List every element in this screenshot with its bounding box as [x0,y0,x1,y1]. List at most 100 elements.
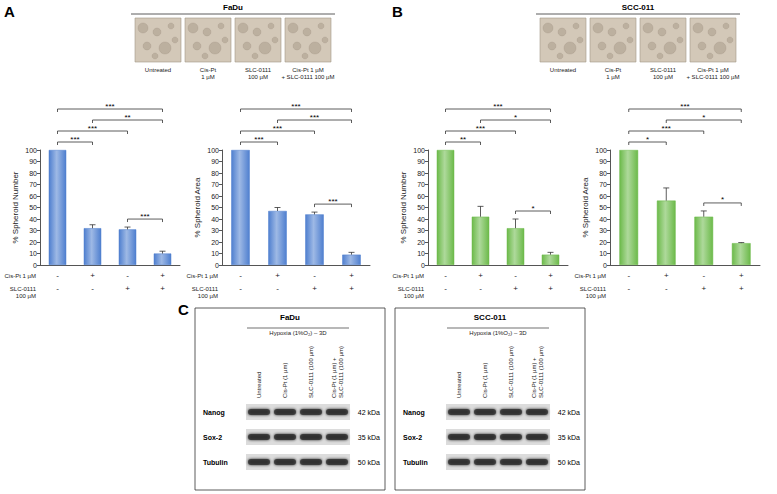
svg-text:-: - [313,271,316,280]
svg-text:40: 40 [599,216,607,223]
svg-text:+: + [349,271,354,280]
svg-text:100: 100 [413,147,425,154]
svg-text:0: 0 [215,262,219,269]
svg-text:70: 70 [599,181,607,188]
svg-text:+: + [478,271,483,280]
svg-text:50: 50 [29,204,37,211]
svg-text:Sox-2: Sox-2 [403,434,422,441]
svg-text:SCC-011: SCC-011 [474,313,507,322]
svg-text:C: C [178,301,189,318]
svg-text:*: * [646,135,649,144]
svg-text:% Spheroid Area: % Spheroid Area [581,177,590,238]
svg-text:1 µM: 1 µM [201,74,214,80]
svg-text:40: 40 [417,216,425,223]
svg-text:100 µM: 100 µM [404,293,424,299]
svg-text:20: 20 [211,239,219,246]
svg-text:+: + [312,284,317,293]
svg-text:Hypoxia (1%O₂) – 3D: Hypoxia (1%O₂) – 3D [469,330,527,336]
svg-text:-: - [627,271,630,280]
svg-text:50 kDa: 50 kDa [558,459,580,466]
svg-text:Cis-Pt 1 µM: Cis-Pt 1 µM [292,67,323,73]
svg-text:90: 90 [599,158,607,165]
svg-text:100 µM: 100 µM [198,293,218,299]
svg-text:Untreated: Untreated [256,372,262,398]
svg-text:100 µM: 100 µM [586,293,606,299]
svg-text:90: 90 [29,158,37,165]
svg-text:+: + [739,284,744,293]
svg-text:35 kDa: 35 kDa [558,434,580,441]
svg-text:20: 20 [599,239,607,246]
svg-text:42 kDa: 42 kDa [358,409,380,416]
svg-text:-: - [627,284,630,293]
svg-text:B: B [392,3,403,20]
svg-text:***: *** [70,135,79,144]
svg-text:-: - [276,284,279,293]
svg-text:Untreated: Untreated [550,67,576,73]
svg-text:Hypoxia (1%O₂) – 3D: Hypoxia (1%O₂) – 3D [269,330,327,336]
svg-text:SLC-0111 (100 µm): SLC-0111 (100 µm) [338,346,344,398]
svg-text:Tubulin: Tubulin [403,459,428,466]
svg-text:***: *** [662,124,671,133]
svg-text:SLC-0111: SLC-0111 [650,67,677,73]
svg-text:+: + [513,284,518,293]
svg-text:-: - [665,284,668,293]
svg-text:+: + [664,271,669,280]
svg-text:FaDu: FaDu [223,3,243,12]
svg-text:70: 70 [211,181,219,188]
svg-text:***: *** [493,102,502,111]
svg-text:30: 30 [599,227,607,234]
svg-text:***: *** [88,124,97,133]
svg-text:-: - [56,284,59,293]
svg-text:+: + [548,271,553,280]
svg-text:% Spheroid Number: % Spheroid Number [11,171,20,243]
svg-text:Cis-Pt 1 µM: Cis-Pt 1 µM [575,273,606,279]
svg-text:+: + [548,284,553,293]
svg-text:Untreated: Untreated [145,67,171,73]
svg-text:***: *** [291,102,300,111]
svg-text:SLC-0111 (100 µm): SLC-0111 (100 µm) [538,346,544,398]
svg-text:20: 20 [417,239,425,246]
svg-text:Cis-Pt (1 µm): Cis-Pt (1 µm) [482,363,488,398]
svg-text:SLC-0111 (100 µm): SLC-0111 (100 µm) [508,346,514,398]
svg-text:-: - [702,271,705,280]
svg-text:80: 80 [417,170,425,177]
svg-text:20: 20 [29,239,37,246]
svg-text:60: 60 [417,193,425,200]
svg-text:Cis-Pt 1 µM: Cis-Pt 1 µM [697,67,728,73]
svg-text:Cis-Pt: Cis-Pt [605,67,622,73]
svg-text:Sox-2: Sox-2 [203,434,222,441]
svg-text:0: 0 [33,262,37,269]
svg-text:Cis-Pt 1 µM: Cis-Pt 1 µM [5,273,36,279]
svg-text:Cis-Pt (1 µm) +: Cis-Pt (1 µm) + [331,356,337,398]
svg-text:Tubulin: Tubulin [203,459,228,466]
svg-text:-: - [444,271,447,280]
svg-text:35 kDa: 35 kDa [358,434,380,441]
svg-text:0: 0 [421,262,425,269]
svg-text:100 µM: 100 µM [653,74,673,80]
svg-text:***: *** [476,124,485,133]
svg-text:80: 80 [599,170,607,177]
svg-text:***: *** [140,212,149,221]
svg-text:10: 10 [417,250,425,257]
svg-text:+: + [160,284,165,293]
svg-text:SCC-011: SCC-011 [622,3,655,12]
svg-text:+: + [160,271,165,280]
svg-text:*: * [531,204,534,213]
svg-text:100: 100 [595,147,607,154]
svg-text:-: - [126,271,129,280]
svg-text:FaDu: FaDu [280,313,300,322]
svg-text:SLC-0111: SLC-0111 [10,286,37,292]
svg-text:Untreated: Untreated [456,372,462,398]
svg-text:*: * [702,113,705,122]
svg-text:-: - [239,271,242,280]
svg-text:30: 30 [417,227,425,234]
svg-text:+: + [125,284,130,293]
svg-text:100: 100 [207,147,219,154]
svg-text:40: 40 [211,216,219,223]
svg-text:-: - [91,284,94,293]
svg-text:90: 90 [211,158,219,165]
svg-text:+: + [701,284,706,293]
svg-text:***: *** [680,102,689,111]
svg-text:70: 70 [29,181,37,188]
svg-text:% Spheroid Number: % Spheroid Number [399,171,408,243]
